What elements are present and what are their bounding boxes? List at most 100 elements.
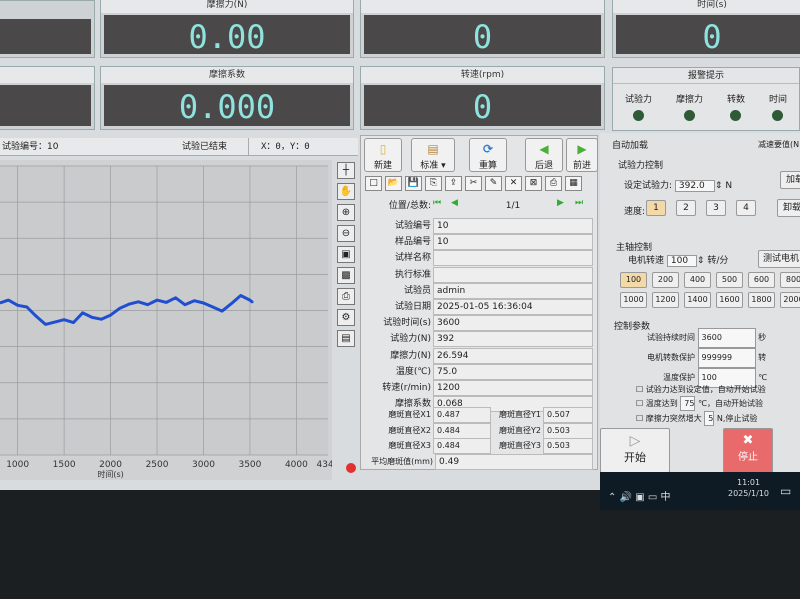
rev-input[interactable]: 999999 [697,348,756,368]
rpm-preset-button[interactable]: 1200 [652,292,679,308]
set-force-input[interactable]: 392.0 [674,180,715,192]
gauge-left-top [0,0,95,58]
speed-label: 速度: [624,207,646,217]
recalc-button[interactable]: ⟳ 重算 [469,138,507,172]
speed-button[interactable]: 4 [736,200,756,216]
first-record-icon[interactable]: ⏮ [433,198,442,208]
cut-icon[interactable]: ✂ [465,176,482,191]
gauge-value: 0.00 [104,15,350,56]
x-tick-label: 3500 [238,460,261,470]
stop-friction-checkbox[interactable]: ☐ 摩擦力突然增大 5 N,停止试验 [636,411,766,426]
last-record-icon[interactable]: ⏭ [575,198,584,208]
rpm-preset-button[interactable]: 200 [652,272,679,288]
data-point [7,299,10,301]
crosshair-icon[interactable]: ┼ [337,162,355,179]
delete-icon[interactable]: ✕ [505,176,522,191]
speed-button[interactable]: 3 [706,200,726,216]
data-point [156,299,158,301]
rpm-preset-button[interactable]: 1000 [620,292,647,308]
nav-row: 位置/总数: ⏮ ◀ 1/1 ▶ ⏭ [361,198,599,214]
scar-x-value[interactable]: 0.484 [433,438,491,454]
brush-icon[interactable]: ✎ [485,176,502,191]
field-value[interactable]: 10 [433,234,593,251]
play-icon: ▷ [629,433,641,449]
rpm-preset-button[interactable]: 1800 [748,292,775,308]
reset-icon[interactable]: ▩ [337,267,355,284]
rpm-preset-button[interactable]: 1400 [684,292,711,308]
field-value[interactable]: 10 [433,218,593,234]
export-icon[interactable]: ⇪ [445,176,462,191]
field-value[interactable]: 2025-01-05 16:36:04 [433,299,593,315]
unload-button[interactable]: 卸载 [777,199,800,217]
auto-start-temp-checkbox[interactable]: ☐ 温度达到 75 ℃，自动开始试验 [636,396,766,411]
spinner-icon[interactable]: ⇕ [714,181,723,191]
print-setup-icon[interactable]: ⚙ [337,309,355,326]
rpm-preset-button[interactable]: 800 [780,272,800,288]
field-row: 摩擦力(N) 26.594 [361,347,599,364]
forward-button[interactable]: ▶ 前进 [566,138,598,172]
rpm-preset-button[interactable]: 600 [748,272,775,288]
gauge-label: 摩擦力(N) [101,0,353,13]
print-icon[interactable]: ⎙ [545,176,562,191]
spinner-icon[interactable]: ⇕ [696,256,705,266]
alarm-lamp-time: 时间 [769,92,787,121]
prev-record-icon[interactable]: ◀ [451,198,458,208]
field-value[interactable]: 1200 [433,380,593,396]
field-row: 试验员 admin [361,282,599,299]
speed-button[interactable]: 2 [676,200,696,216]
speed-button[interactable]: 1 [646,200,666,216]
field-value[interactable] [433,266,593,283]
clipboard-icon[interactable]: ▤ [337,330,355,347]
tray-icons[interactable]: ⌃ 🔊 ▣ ▭ 中 [608,492,671,503]
zoom-out-icon[interactable]: ⊖ [337,225,355,242]
stop-button[interactable]: ✖ 停止 [723,428,773,473]
field-value[interactable]: 3600 [433,315,593,332]
x-tick-label: 2000 [99,460,122,470]
scar-y-value[interactable]: 0.507 [543,407,593,423]
auto-start-force-checkbox[interactable]: ☐ 试验力达到设定值，自动开始试验 [636,385,766,394]
new-file-icon[interactable]: □ [365,176,382,191]
clock[interactable]: 11:01 2025/1/10 [728,478,770,498]
friction-chart[interactable]: 1000 1500 2000 2500 3000 3500 4000 4340 时间(s) [0,160,340,480]
field-value[interactable] [433,250,593,267]
tab-decel[interactable]: 减速要值(N [758,140,800,149]
zoom-in-icon[interactable]: ⊕ [337,204,355,221]
motor-speed-input[interactable]: 100 [666,255,697,267]
open-folder-icon[interactable]: 📂 [385,176,402,191]
next-record-icon[interactable]: ▶ [557,198,564,208]
tab-auto-load[interactable]: 自动加载 [612,141,649,151]
data-point [165,301,168,304]
calculator-icon[interactable]: ▦ [565,176,582,191]
rpm-preset-button[interactable]: 100 [620,272,647,288]
field-value[interactable]: 392 [433,331,593,348]
scar-x-value[interactable]: 0.487 [433,407,491,423]
force-group-title: 试验力控制 [618,161,664,171]
print-icon[interactable]: ⎙ [337,288,355,305]
data-point [35,315,38,318]
rpm-preset-button[interactable]: 2000 [780,292,800,308]
load-button[interactable]: 加载 [780,171,800,189]
fit-icon[interactable]: ▣ [337,246,355,263]
data-point [54,321,56,323]
notification-icon[interactable]: ▭ [780,484,792,498]
pan-icon[interactable]: ✋ [337,183,355,200]
field-value[interactable]: 26.594 [433,347,593,364]
field-value[interactable]: admin [433,282,593,299]
rpm-preset-button[interactable]: 400 [684,272,711,288]
delete-all-icon[interactable]: ⊠ [525,176,542,191]
back-button[interactable]: ◀ 后退 [525,138,563,172]
scar-y-value[interactable]: 0.503 [543,422,593,439]
start-button[interactable]: ▷ 开始 [600,428,670,473]
save-icon[interactable]: 💾 [405,176,422,191]
duration-input[interactable]: 3600 [697,328,756,348]
new-button[interactable]: ▯ 新建 [364,138,402,172]
rpm-preset-button[interactable]: 1600 [716,292,743,308]
scar-y-value[interactable]: 0.503 [543,438,593,454]
scar-x-value[interactable]: 0.484 [433,422,491,439]
rpm-preset-button[interactable]: 500 [716,272,743,288]
save-all-icon[interactable]: ⎘ [425,176,442,191]
test-motor-button[interactable]: 测试电机 [758,250,800,268]
duration-unit: 秒 [758,333,767,342]
field-value[interactable]: 75.0 [433,363,593,380]
standard-button[interactable]: ▤ 标准 ▾ [411,138,455,172]
